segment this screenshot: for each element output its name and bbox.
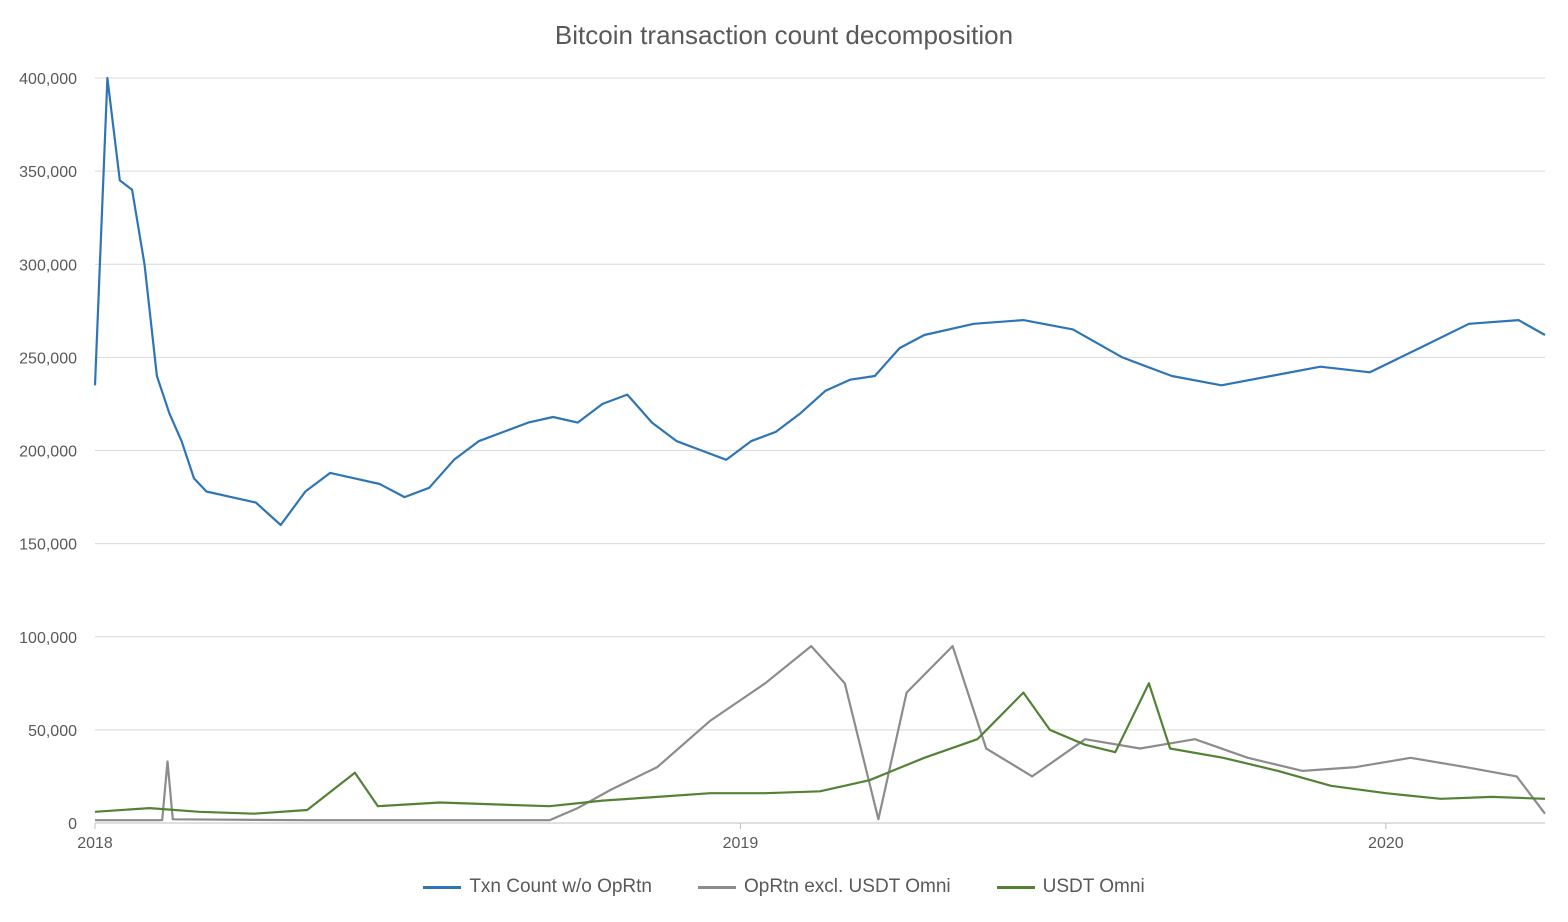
legend-label-1: Txn Count w/o OpRtn: [469, 876, 653, 897]
series-line-3: [94, 682, 1546, 815]
y-tick-label-6: 300,000: [19, 257, 77, 274]
legend: Txn Count w/o OpRtn OpRtn excl. USDT Omn…: [0, 876, 1568, 898]
y-tick-label-5: 250,000: [19, 350, 77, 367]
y-tick-label-4: 200,000: [19, 444, 77, 461]
legend-swatch-1: [423, 885, 462, 889]
y-tick-label-3: 150,000: [19, 537, 77, 554]
legend-item-2: OpRtn excl. USDT Omni: [698, 876, 951, 898]
series-line-1: [93, 76, 1546, 527]
x-tick-label-1: 2019: [723, 835, 759, 852]
series-line-2: [95, 645, 1546, 822]
legend-item-3: USDT Omni: [996, 876, 1145, 898]
x-tick-label-2: 2020: [1368, 835, 1404, 852]
y-tick-label-7: 350,000: [19, 164, 77, 181]
legend-item-1: Txn Count w/o OpRtn: [423, 876, 652, 898]
legend-swatch-3: [996, 885, 1035, 889]
legend-swatch-2: [698, 885, 737, 889]
y-tick-label-1: 50,000: [28, 723, 77, 740]
y-tick-label-0: 0: [68, 816, 77, 833]
legend-label-2: OpRtn excl. USDT Omni: [744, 876, 951, 897]
y-tick-label-8: 400,000: [19, 71, 77, 88]
x-tick-label-0: 2018: [77, 835, 113, 852]
chart-title: Bitcoin transaction count decomposition: [554, 20, 1014, 50]
legend-label-3: USDT Omni: [1042, 876, 1145, 897]
y-tick-label-2: 100,000: [19, 630, 77, 647]
